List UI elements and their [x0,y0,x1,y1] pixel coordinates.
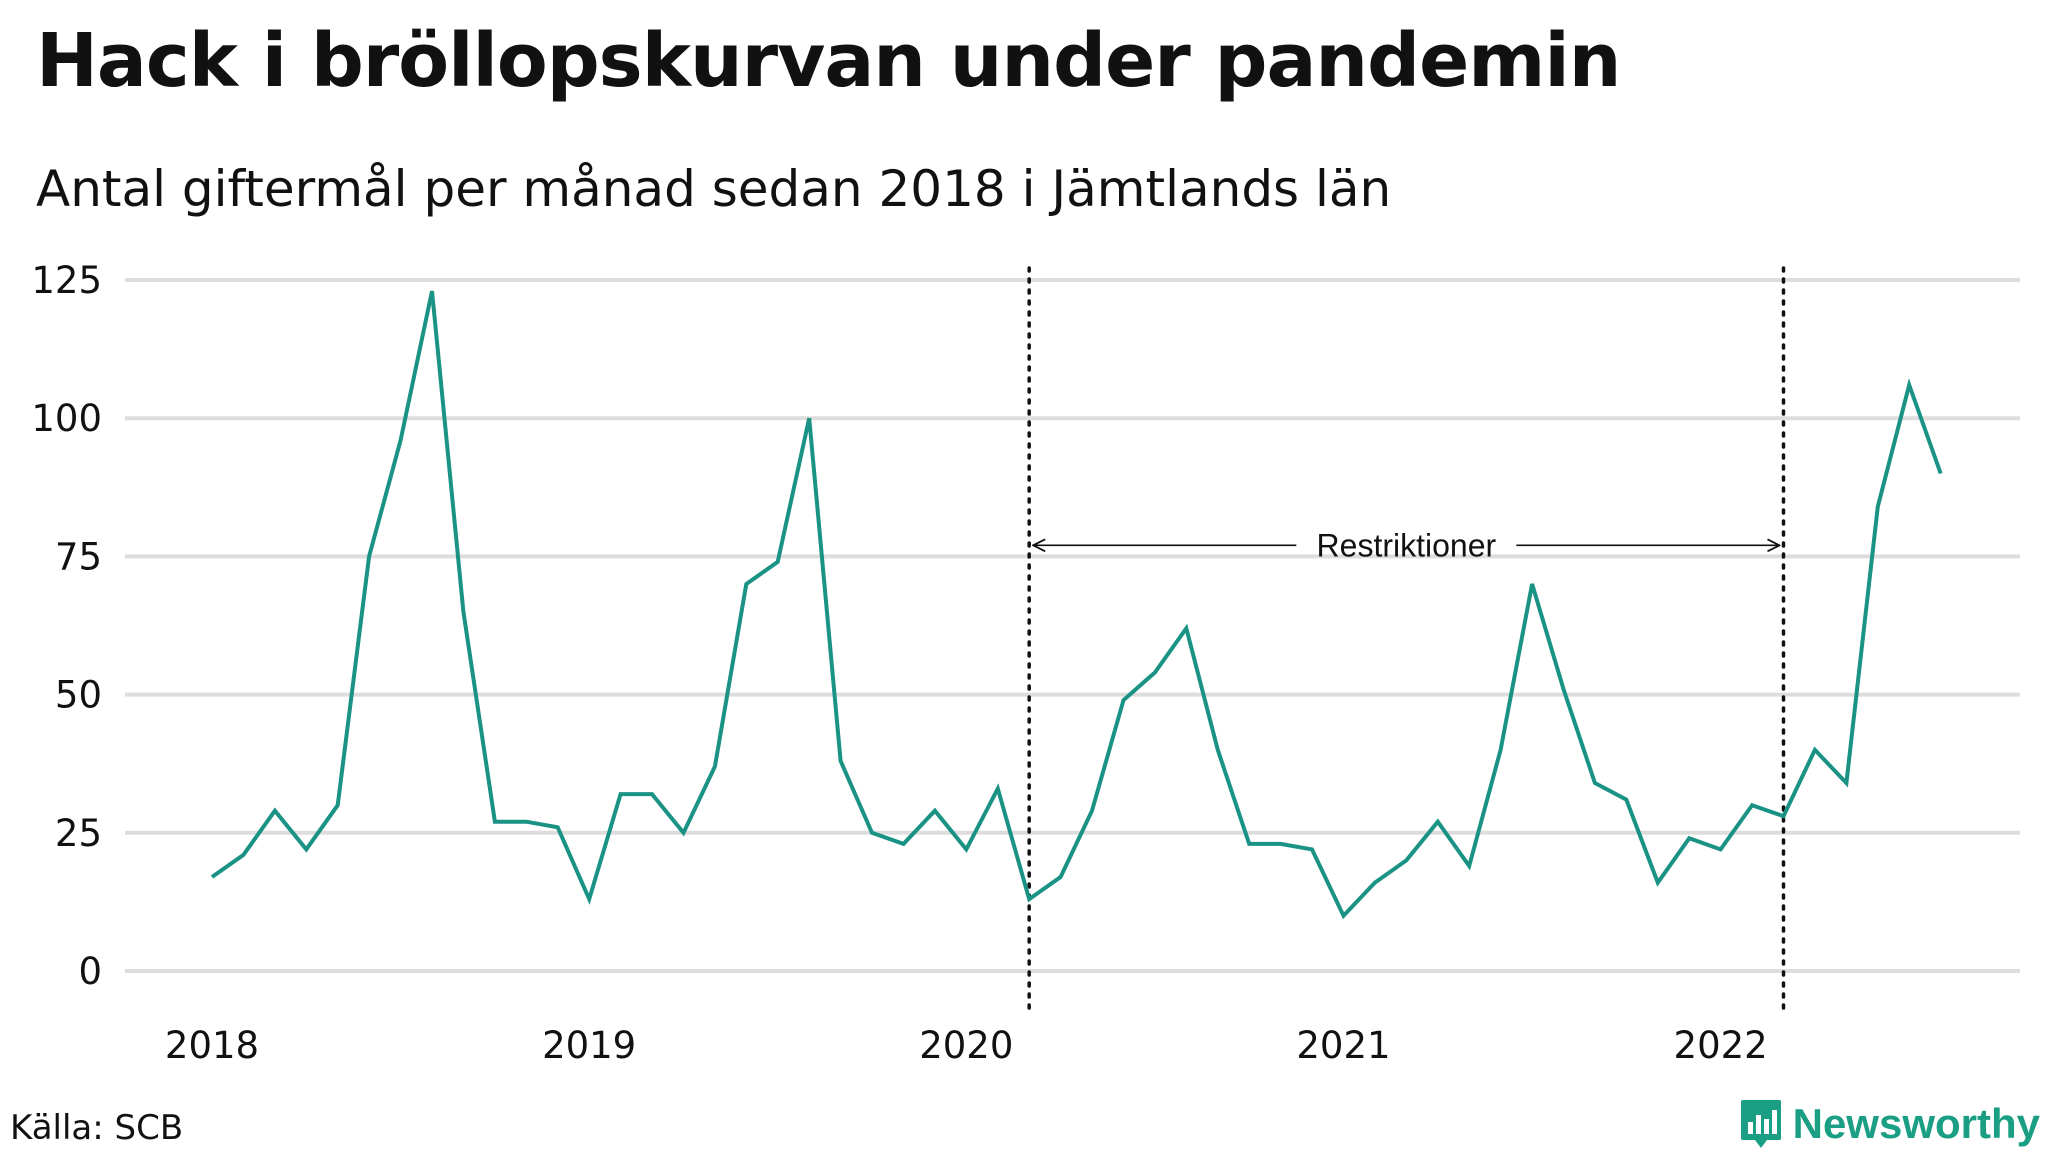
y-axis: 0 25 50 75 100 125 [31,259,102,993]
x-axis: 2018 2019 2020 2021 2022 [165,1024,1768,1067]
annotations: Restriktioner [1027,266,1786,1010]
brand-logo: Newsworthy [1739,1096,2040,1152]
chart-title: Hack i bröllopskurvan under pandemin [36,18,1621,104]
y-tick-label: 0 [78,950,102,993]
y-tick-label: 25 [55,812,102,855]
brand-name: Newsworthy [1792,1100,2040,1147]
x-tick-label: 2022 [1674,1024,1768,1067]
y-tick-label: 100 [31,397,102,440]
restriction-label: Restriktioner [1317,527,1497,563]
series-line-0 [210,290,1943,920]
line-chart: 0 25 50 75 100 125 2018 2019 2020 2021 2022 Restr… [31,259,2020,1067]
series-group [210,290,1943,920]
y-tick-label: 50 [55,674,102,717]
newsworthy-logo-icon [1740,1100,1781,1148]
y-tick-label: 75 [55,535,102,578]
chart-subtitle: Antal giftermål per månad sedan 2018 i J… [36,160,1392,218]
x-tick-label: 2019 [542,1024,636,1067]
y-tick-label: 125 [31,259,102,302]
x-tick-label: 2020 [919,1024,1013,1067]
x-tick-label: 2018 [165,1024,259,1067]
source-note: Källa: SCB [10,1108,184,1148]
grid-lines [125,278,2020,973]
x-tick-label: 2021 [1296,1024,1390,1067]
